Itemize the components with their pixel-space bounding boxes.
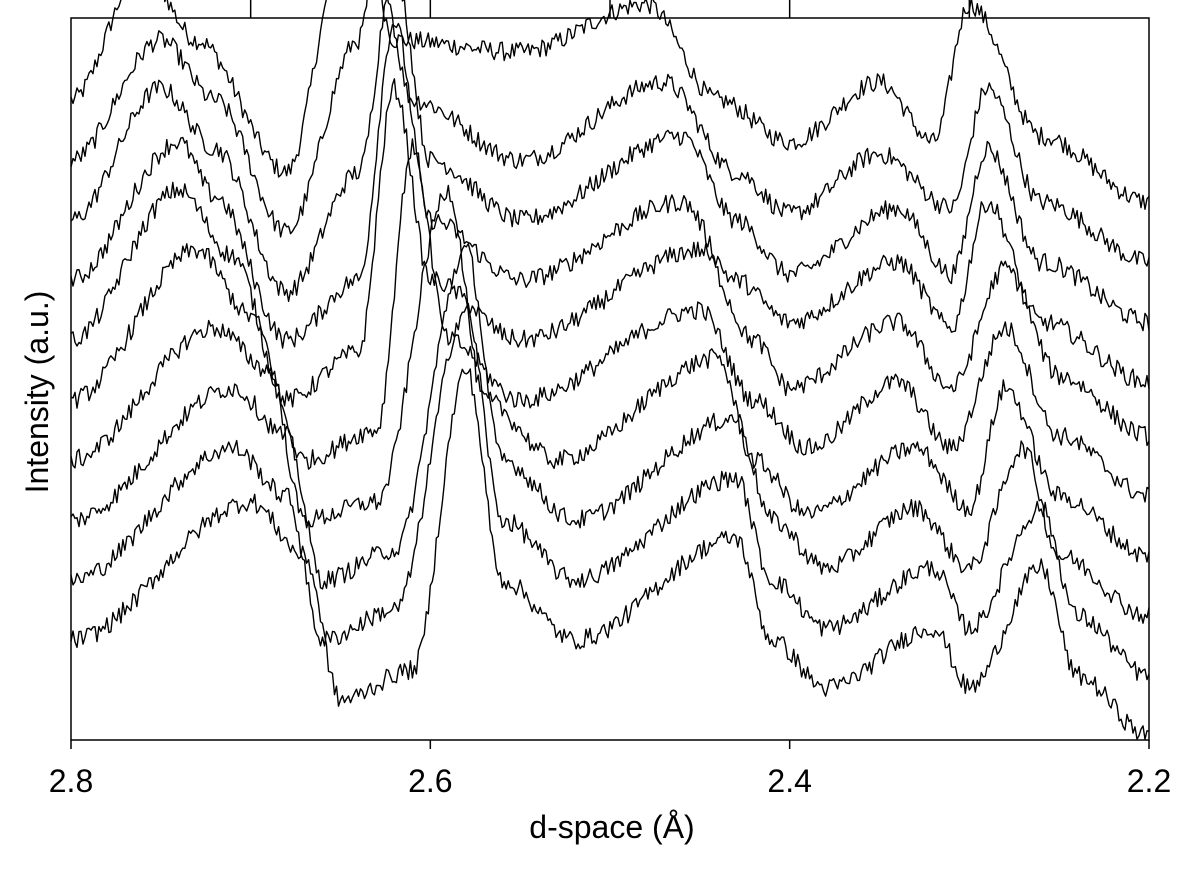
spectrum-trace-6 (70, 138, 1150, 503)
spectrum-trace-10 (70, 368, 1150, 740)
x-tick-label: 2.6 (408, 763, 452, 799)
x-tick-labels: 2.8 2.6 2.4 2.2 (49, 763, 1171, 799)
spectrum-trace-1 (70, 0, 1150, 210)
x-tick-label: 2.4 (767, 763, 811, 799)
spectrum-trace-9 (70, 302, 1150, 681)
spectrum-trace-5 (70, 78, 1150, 447)
y-axis-label: Intensity (a.u.) (19, 291, 55, 494)
x-axis-label: d-space (Å) (529, 809, 694, 845)
spectrum-trace-7 (70, 184, 1150, 563)
x-tick-label: 2.2 (1127, 763, 1171, 799)
spectrum-trace-2 (70, 0, 1150, 267)
spectrum-trace-8 (70, 243, 1150, 624)
plot-frame (70, 17, 1150, 741)
x-tick-label: 2.8 (49, 763, 93, 799)
spectrum-trace-4 (70, 22, 1150, 389)
spectrum-trace-3 (70, 0, 1150, 332)
x-axis-ticks (70, 740, 1150, 749)
spectra-traces (70, 0, 1150, 740)
